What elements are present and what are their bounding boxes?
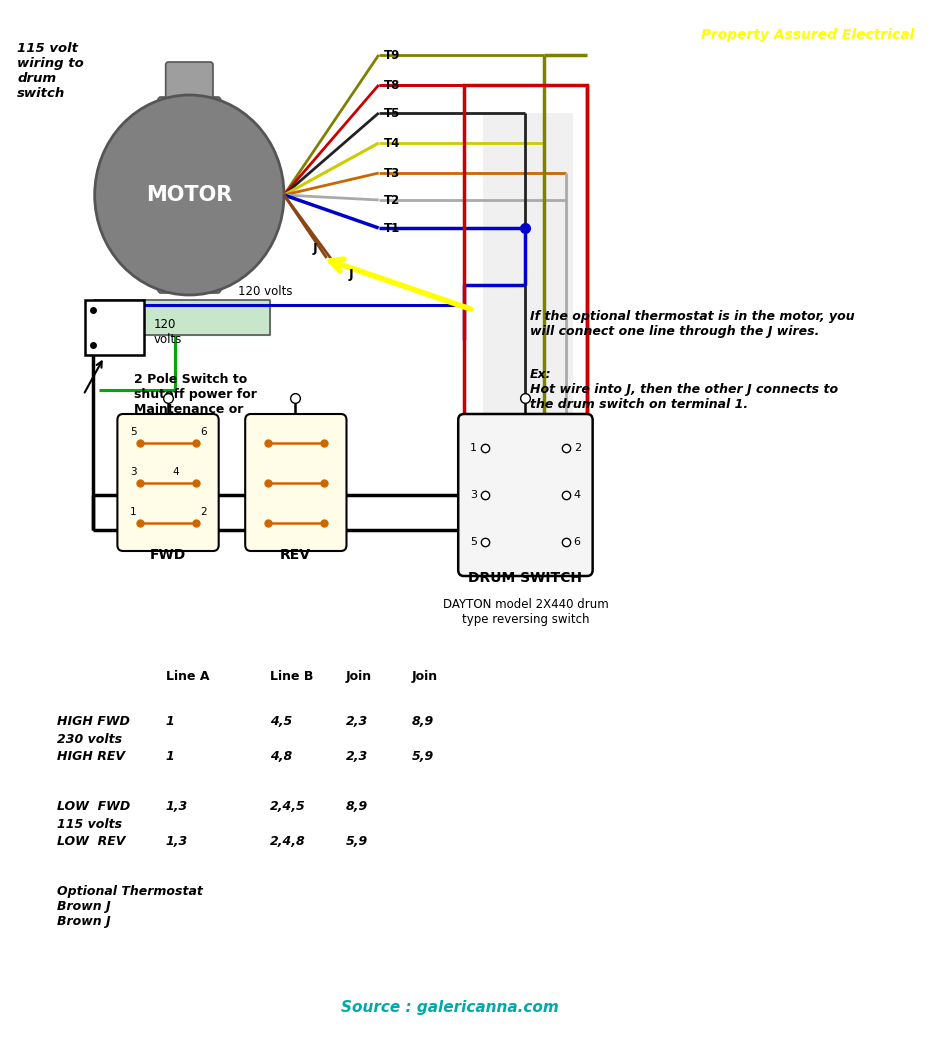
Text: 120
volts: 120 volts [153, 318, 181, 346]
Text: 5: 5 [470, 537, 477, 546]
Text: If the optional thermostat is in the motor, you
will connect one line through th: If the optional thermostat is in the mot… [530, 310, 855, 338]
Text: 1: 1 [130, 506, 137, 516]
Text: 1,3: 1,3 [165, 800, 188, 813]
Text: LOW  FWD: LOW FWD [57, 800, 130, 813]
Text: HIGH REV: HIGH REV [57, 750, 124, 763]
Text: Line A: Line A [165, 670, 209, 683]
Text: 2,3: 2,3 [346, 750, 368, 763]
Text: Ex:
Hot wire into J, then the other J connects to
the drum switch on terminal 1.: Ex: Hot wire into J, then the other J co… [530, 368, 838, 411]
Text: 5,9: 5,9 [411, 750, 434, 763]
Text: T9: T9 [384, 49, 400, 61]
Text: 2,4,8: 2,4,8 [270, 835, 306, 848]
Text: J: J [349, 268, 353, 281]
Text: REV: REV [280, 548, 311, 562]
Bar [464, 85, 587, 530]
Text: 1,3: 1,3 [165, 835, 188, 848]
Text: 4,8: 4,8 [270, 750, 292, 763]
FancyBboxPatch shape [458, 414, 593, 576]
FancyBboxPatch shape [86, 300, 143, 355]
Text: Join: Join [346, 670, 371, 683]
Text: 1: 1 [165, 714, 175, 728]
Text: MOTOR: MOTOR [146, 185, 233, 205]
Text: 5,9: 5,9 [346, 835, 368, 848]
FancyBboxPatch shape [158, 97, 220, 293]
Text: 5: 5 [130, 426, 137, 437]
Text: 8,9: 8,9 [411, 714, 434, 728]
Text: 6: 6 [574, 537, 580, 546]
Polygon shape [95, 300, 270, 335]
Circle shape [95, 95, 284, 295]
Text: T4: T4 [384, 137, 400, 149]
FancyBboxPatch shape [245, 414, 347, 551]
Text: 3: 3 [470, 491, 477, 500]
Text: HIGH FWD: HIGH FWD [57, 714, 130, 728]
Text: 2,3: 2,3 [346, 714, 368, 728]
Text: T1: T1 [384, 222, 400, 234]
Text: 2,4,5: 2,4,5 [270, 800, 306, 813]
Text: 230 volts: 230 volts [57, 733, 122, 746]
Text: 120 volts: 120 volts [238, 285, 293, 298]
Text: J: J [313, 242, 317, 255]
Text: FWD: FWD [149, 548, 185, 562]
Text: 4,5: 4,5 [270, 714, 292, 728]
Text: Line B: Line B [270, 670, 314, 683]
Text: 2: 2 [574, 443, 580, 453]
Text: T8: T8 [384, 79, 400, 91]
FancyBboxPatch shape [118, 414, 218, 551]
Text: 2: 2 [200, 506, 206, 516]
Text: T3: T3 [384, 167, 400, 179]
Text: 1: 1 [165, 750, 175, 763]
Text: Source : galericanna.com: Source : galericanna.com [341, 1000, 559, 1015]
Text: 1: 1 [470, 443, 477, 453]
Text: LOW  REV: LOW REV [57, 835, 125, 848]
Text: DAYTON model 2X440 drum
type reversing switch: DAYTON model 2X440 drum type reversing s… [443, 598, 608, 626]
Text: DRUM SWITCH: DRUM SWITCH [468, 571, 582, 585]
Text: 2 Pole Switch to
shutoff power for
Maintenance or
Emergency: 2 Pole Switch to shutoff power for Maint… [135, 373, 257, 431]
Text: T5: T5 [384, 107, 400, 119]
FancyBboxPatch shape [165, 62, 213, 103]
Text: Property Assured Electrical: Property Assured Electrical [700, 28, 914, 43]
Text: Join: Join [411, 670, 438, 683]
Text: 6: 6 [200, 426, 206, 437]
Bar [483, 113, 573, 530]
Text: 8,9: 8,9 [346, 800, 368, 813]
Text: Optional Thermostat
Brown J
Brown J: Optional Thermostat Brown J Brown J [57, 885, 202, 928]
Text: 3: 3 [130, 467, 137, 476]
Text: 4: 4 [574, 491, 580, 500]
Text: 115 volts: 115 volts [57, 818, 122, 831]
Text: 4: 4 [173, 467, 180, 476]
Text: T2: T2 [384, 194, 400, 206]
Text: 115 volt
wiring to
drum
switch: 115 volt wiring to drum switch [17, 43, 84, 100]
